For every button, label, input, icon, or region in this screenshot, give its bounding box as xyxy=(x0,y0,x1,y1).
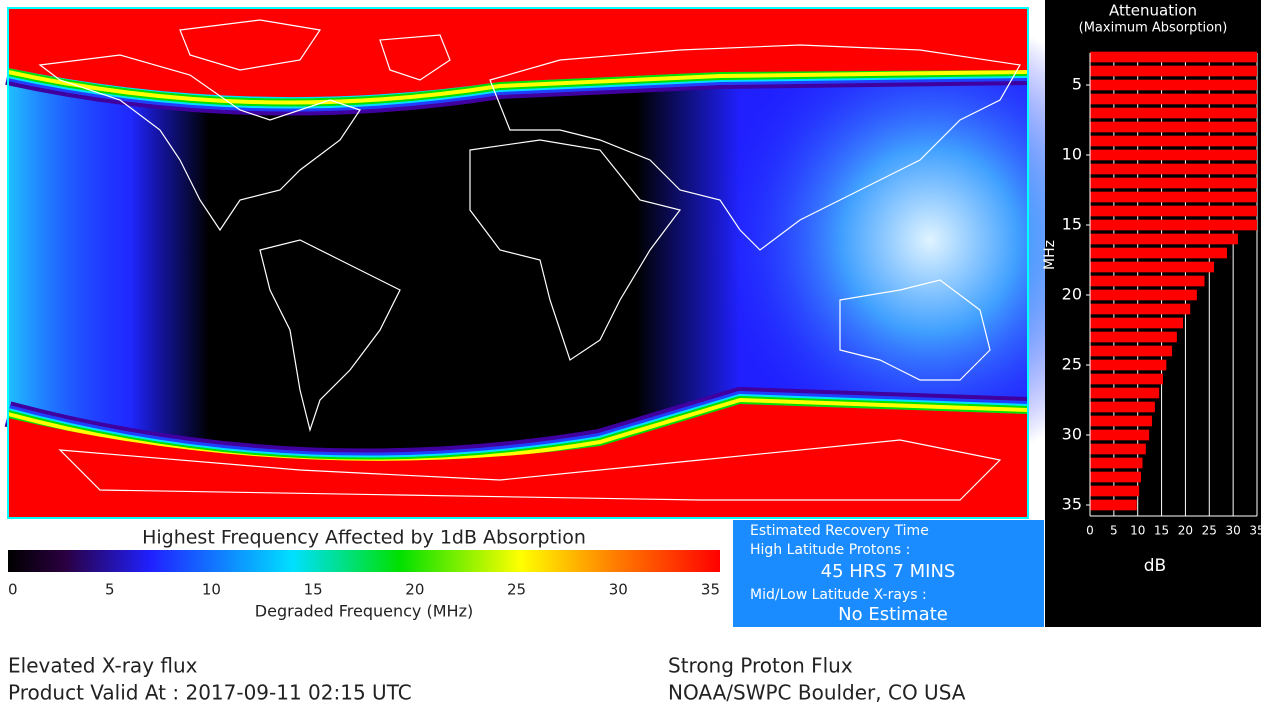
y-tick-label: 30 xyxy=(1062,425,1082,444)
recovery-box xyxy=(733,520,1044,627)
bar xyxy=(1090,499,1137,511)
y-tick-label: 10 xyxy=(1062,145,1082,164)
bar xyxy=(1090,275,1205,287)
y-tick-label: 35 xyxy=(1062,495,1082,514)
bar xyxy=(1090,135,1257,147)
x-tick-label: 25 xyxy=(1202,524,1217,538)
recovery-title: Estimated Recovery Time xyxy=(750,523,929,539)
footer-text: Product Valid At : 2017-09-11 02:15 UTC xyxy=(8,681,412,705)
bar xyxy=(1090,51,1257,63)
x-tick-label: 10 xyxy=(1130,524,1145,538)
bar xyxy=(1090,93,1257,105)
x-axis-label: Degraded Frequency (MHz) xyxy=(255,602,473,621)
colorbar xyxy=(8,550,720,572)
bar xyxy=(1090,303,1191,315)
y-tick-label: 20 xyxy=(1062,285,1082,304)
x-tick-label: 35 xyxy=(1249,524,1261,538)
bar xyxy=(1090,233,1238,245)
x-tick-label: 25 xyxy=(507,581,526,599)
bar xyxy=(1090,331,1177,343)
x-tick-label: 5 xyxy=(1110,524,1118,538)
bar xyxy=(1090,289,1197,301)
bar xyxy=(1090,247,1227,259)
bar xyxy=(1090,261,1215,273)
bar xyxy=(1090,149,1257,161)
recovery-label: High Latitude Protons : xyxy=(750,542,910,558)
x-tick-label: 10 xyxy=(202,581,221,599)
x-tick-label: 15 xyxy=(1154,524,1169,538)
bar xyxy=(1090,345,1173,357)
bar xyxy=(1090,121,1257,133)
footer-text: Strong Proton Flux xyxy=(668,654,853,678)
x-tick-label: 35 xyxy=(701,581,720,599)
bar xyxy=(1090,401,1155,413)
x-tick-label: 20 xyxy=(405,581,424,599)
y-tick-label: 5 xyxy=(1072,75,1082,94)
recovery-value: 45 HRS 7 MINS xyxy=(821,561,956,582)
colorbar-title: Highest Frequency Affected by 1dB Absorp… xyxy=(142,527,586,549)
chart-title: Attenuation xyxy=(1109,2,1197,20)
x-tick-label: 0 xyxy=(8,581,18,599)
bar xyxy=(1090,65,1257,77)
bar xyxy=(1090,415,1153,427)
x-tick-label: 30 xyxy=(1226,524,1241,538)
bar xyxy=(1090,443,1146,455)
footer-text: NOAA/SWPC Boulder, CO USA xyxy=(668,681,966,705)
bar xyxy=(1090,191,1257,203)
bar xyxy=(1090,359,1167,371)
x-tick-label: 20 xyxy=(1178,524,1193,538)
bar xyxy=(1090,387,1160,399)
x-tick-label: 30 xyxy=(609,581,628,599)
bar xyxy=(1090,177,1257,189)
bar xyxy=(1090,317,1184,329)
x-tick-label: 15 xyxy=(304,581,323,599)
bar xyxy=(1090,107,1257,119)
bar xyxy=(1090,429,1150,441)
map xyxy=(4,7,1150,519)
recovery-value: No Estimate xyxy=(838,604,948,625)
x-axis-label: dB xyxy=(1144,556,1166,576)
y-tick-label: 25 xyxy=(1062,355,1082,374)
bar xyxy=(1090,485,1140,497)
y-axis-label: MHz xyxy=(1042,240,1058,270)
y-tick-label: 15 xyxy=(1062,215,1082,234)
bar xyxy=(1090,205,1257,217)
bar xyxy=(1090,373,1164,385)
chart-subtitle: (Maximum Absorption) xyxy=(1079,21,1228,36)
bar xyxy=(1090,471,1142,483)
recovery-label: Mid/Low Latitude X-rays : xyxy=(750,587,927,603)
bar xyxy=(1090,163,1257,175)
bar xyxy=(1090,457,1143,469)
footer-text: Elevated X-ray flux xyxy=(8,654,198,678)
bar xyxy=(1090,79,1257,91)
x-tick-label: 5 xyxy=(105,581,115,599)
bar xyxy=(1090,219,1257,231)
x-tick-label: 0 xyxy=(1086,524,1094,538)
